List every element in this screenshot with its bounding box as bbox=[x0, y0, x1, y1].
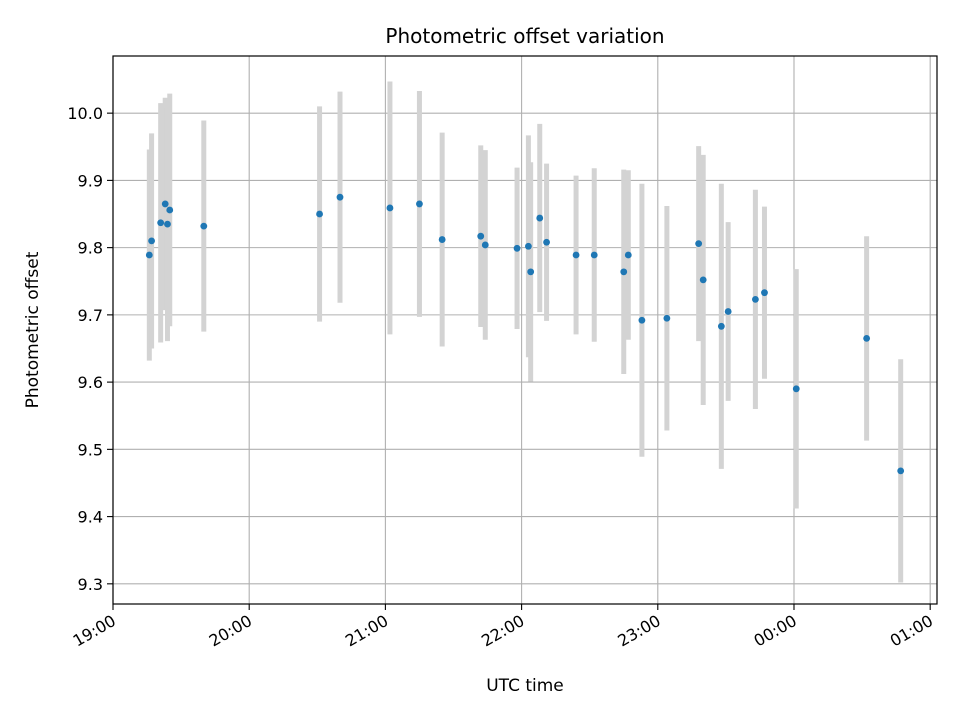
x-tick-label: 20:00 bbox=[206, 611, 255, 651]
data-point bbox=[164, 220, 171, 228]
x-tick-label: 01:00 bbox=[887, 611, 936, 651]
data-point bbox=[572, 251, 580, 259]
data-point bbox=[590, 251, 598, 259]
y-tick-label: 9.8 bbox=[78, 239, 103, 258]
y-tick-label: 9.6 bbox=[78, 373, 103, 392]
y-axis: 9.3 9.4 9.5 9.6 9.7 9.8 9.9 10.0 bbox=[67, 104, 113, 594]
data-point bbox=[386, 204, 394, 212]
y-tick-label: 9.5 bbox=[78, 440, 103, 459]
chart-title: Photometric offset variation bbox=[385, 24, 664, 48]
data-point bbox=[897, 467, 905, 475]
data-point bbox=[145, 251, 153, 259]
data-point bbox=[792, 385, 800, 393]
x-tick-label: 21:00 bbox=[342, 611, 391, 651]
data-point bbox=[157, 219, 165, 227]
x-axis: 19:00 20:00 21:00 22:00 23:00 00:00 01:00 bbox=[70, 604, 936, 651]
y-tick-label: 9.9 bbox=[78, 171, 103, 190]
data-point bbox=[416, 200, 423, 208]
data-point bbox=[663, 314, 671, 322]
data-point bbox=[316, 210, 323, 218]
y-axis-label: Photometric offset bbox=[23, 251, 43, 408]
plot-frame bbox=[112, 55, 938, 605]
data-point bbox=[200, 222, 208, 230]
data-point bbox=[695, 240, 703, 247]
data-point bbox=[481, 241, 489, 249]
data-point bbox=[761, 289, 768, 297]
data-point bbox=[717, 322, 725, 330]
y-tick-label: 9.3 bbox=[78, 575, 103, 594]
x-axis-label: UTC time bbox=[486, 676, 564, 696]
data-point bbox=[161, 200, 169, 208]
x-tick-label: 23:00 bbox=[614, 611, 663, 651]
data-point bbox=[543, 238, 550, 246]
x-tick-label: 22:00 bbox=[478, 611, 527, 651]
x-tick-label: 00:00 bbox=[751, 611, 800, 651]
data-point bbox=[438, 236, 446, 243]
data-point bbox=[624, 251, 632, 259]
data-point bbox=[513, 244, 521, 252]
data-point bbox=[536, 214, 544, 222]
data-point bbox=[336, 193, 344, 201]
y-tick-label: 9.7 bbox=[78, 306, 103, 325]
data-points bbox=[145, 193, 905, 475]
error-bars bbox=[146, 81, 904, 583]
data-point bbox=[620, 268, 628, 276]
data-point bbox=[638, 316, 646, 324]
data-point bbox=[166, 206, 174, 214]
data-point bbox=[477, 232, 485, 240]
data-point bbox=[527, 268, 535, 276]
data-point bbox=[148, 237, 155, 245]
grid bbox=[112, 56, 937, 604]
data-point bbox=[863, 335, 871, 342]
data-point bbox=[525, 242, 532, 250]
x-tick-label: 19:00 bbox=[70, 611, 119, 651]
y-tick-label: 9.4 bbox=[78, 508, 103, 527]
data-point bbox=[699, 276, 707, 284]
y-tick-label: 10.0 bbox=[67, 104, 103, 123]
data-point bbox=[724, 308, 732, 315]
data-point bbox=[752, 296, 759, 303]
